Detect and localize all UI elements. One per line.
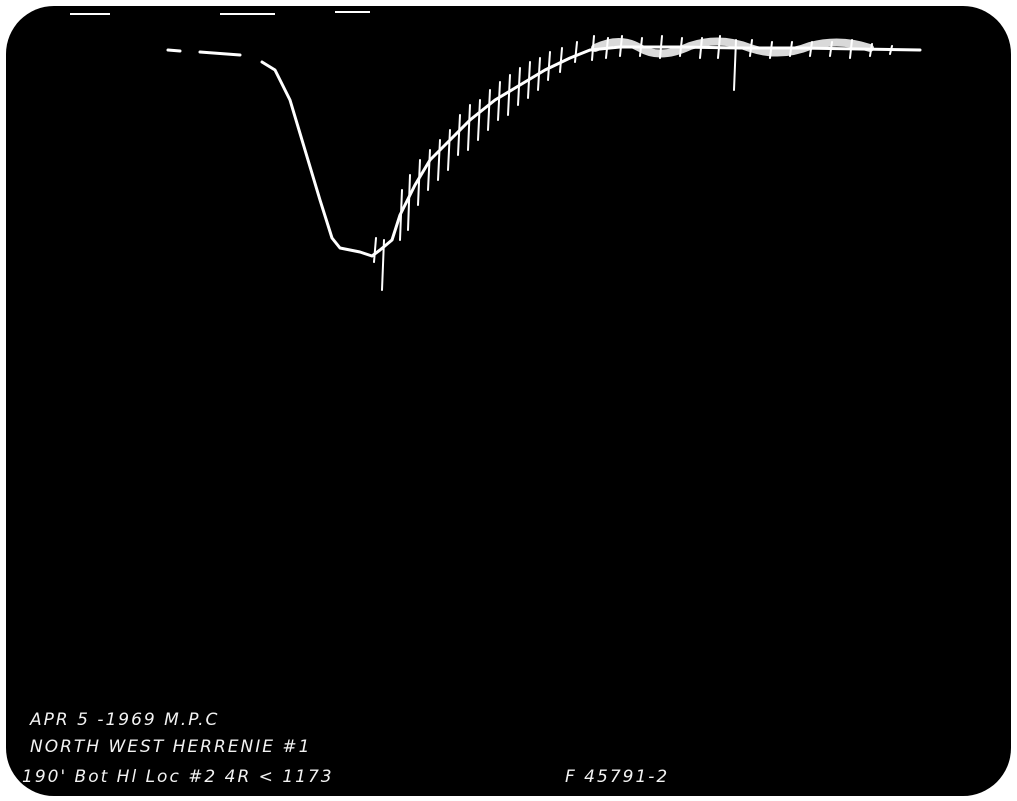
screen — [6, 6, 1011, 796]
scope-photo: APR 5 -1969 M.P.C NORTH WEST HERRENIE #1… — [0, 0, 1017, 801]
annotation: APR 5 -1969 M.P.C — [29, 710, 219, 730]
page: APR 5 -1969 M.P.C NORTH WEST HERRENIE #1… — [0, 0, 1017, 801]
annotation: F 45791-2 — [565, 767, 669, 787]
annotation: NORTH WEST HERRENIE #1 — [30, 737, 311, 757]
annotation: 190' Bot Hl Loc #2 4R < 1173 — [22, 767, 334, 787]
